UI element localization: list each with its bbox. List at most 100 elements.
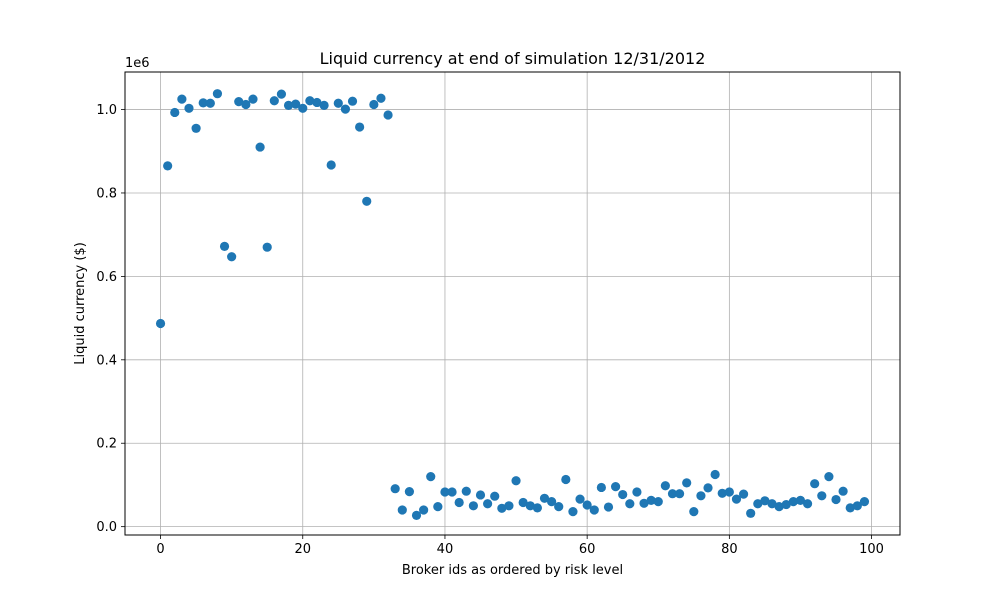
data-point [774, 502, 784, 512]
data-point [170, 107, 180, 118]
data-point [383, 110, 393, 120]
data-point [475, 490, 486, 500]
data-point [419, 505, 429, 515]
axis-ticks: 0 20 40 60 80 100 0.0 0.2 0.4 0.6 0.8 1.0 [96, 103, 884, 557]
data-point [212, 89, 223, 99]
data-point [582, 500, 592, 510]
data-points [155, 89, 870, 520]
data-point [511, 476, 521, 486]
data-point [788, 497, 798, 507]
data-point [817, 491, 827, 501]
y-tick-label: 1.0 [96, 103, 117, 118]
data-point [731, 494, 742, 504]
data-point [682, 478, 692, 488]
data-point [255, 142, 265, 152]
data-point [795, 495, 806, 505]
data-point [696, 491, 706, 501]
data-point [532, 503, 542, 513]
data-point [340, 104, 351, 114]
x-tick-label: 80 [721, 542, 738, 557]
data-point [845, 503, 855, 513]
data-point [326, 160, 336, 170]
data-point [454, 497, 464, 508]
data-point [283, 100, 294, 110]
data-point [198, 98, 208, 108]
data-point [539, 493, 550, 503]
data-point [248, 94, 258, 104]
data-point [227, 252, 237, 262]
y-tick-label: 0.0 [96, 520, 117, 535]
data-point [276, 89, 287, 99]
data-point [724, 487, 734, 497]
data-point [575, 494, 585, 504]
data-point [781, 499, 791, 510]
data-point [369, 99, 379, 110]
data-point [497, 503, 507, 513]
data-point [219, 241, 230, 251]
chart-title: Liquid currency at end of simulation 12/… [320, 49, 706, 68]
y-axis-multiplier: 1e6 [125, 56, 150, 71]
data-point [717, 488, 727, 498]
data-point [390, 484, 400, 494]
data-point [155, 318, 166, 329]
data-point [838, 486, 848, 496]
data-point [518, 497, 528, 508]
x-tick-label: 60 [579, 542, 596, 557]
y-tick-label: 0.2 [96, 437, 117, 452]
data-point [440, 487, 450, 497]
x-tick-label: 40 [437, 542, 454, 557]
data-point [504, 501, 514, 511]
data-point [568, 507, 578, 517]
data-point [205, 98, 215, 108]
data-point [426, 472, 436, 482]
data-point [298, 103, 308, 113]
data-point [191, 123, 201, 133]
data-point [760, 496, 770, 506]
data-point [689, 507, 699, 517]
data-point [831, 494, 841, 505]
data-point [404, 487, 415, 497]
data-point [625, 499, 635, 509]
data-point [632, 487, 642, 497]
data-point [433, 502, 443, 512]
data-point [461, 486, 471, 496]
x-tick-label: 20 [294, 542, 311, 557]
data-point [525, 501, 535, 511]
data-point [767, 499, 777, 509]
data-point [312, 97, 322, 108]
y-axis-label: Liquid currency ($) [73, 242, 88, 365]
data-point [610, 482, 621, 492]
y-tick-label: 0.8 [96, 186, 117, 201]
data-point [305, 96, 315, 106]
y-tick-label: 0.6 [96, 270, 117, 285]
data-point [319, 100, 329, 110]
data-point [376, 93, 386, 103]
data-point [639, 498, 649, 508]
data-point [554, 502, 564, 512]
data-point [667, 489, 678, 499]
data-point [810, 479, 820, 489]
data-point [589, 505, 599, 515]
data-point [746, 508, 756, 518]
data-point [269, 96, 279, 106]
x-axis-label: Broker ids as ordered by risk level [402, 563, 623, 578]
data-point [241, 99, 251, 110]
data-point [710, 469, 720, 480]
plot-frame [124, 71, 901, 536]
data-point [177, 94, 187, 104]
x-tick-label: 0 [156, 542, 164, 557]
data-point [262, 242, 272, 252]
data-point [603, 502, 614, 512]
data-point [397, 505, 407, 515]
data-point [596, 482, 606, 493]
data-point [852, 501, 862, 511]
data-point [674, 489, 685, 499]
data-point [561, 474, 571, 485]
data-point [653, 497, 663, 507]
grid-lines [125, 72, 900, 535]
data-point [333, 98, 343, 108]
data-point [802, 499, 813, 509]
data-point [184, 103, 194, 113]
